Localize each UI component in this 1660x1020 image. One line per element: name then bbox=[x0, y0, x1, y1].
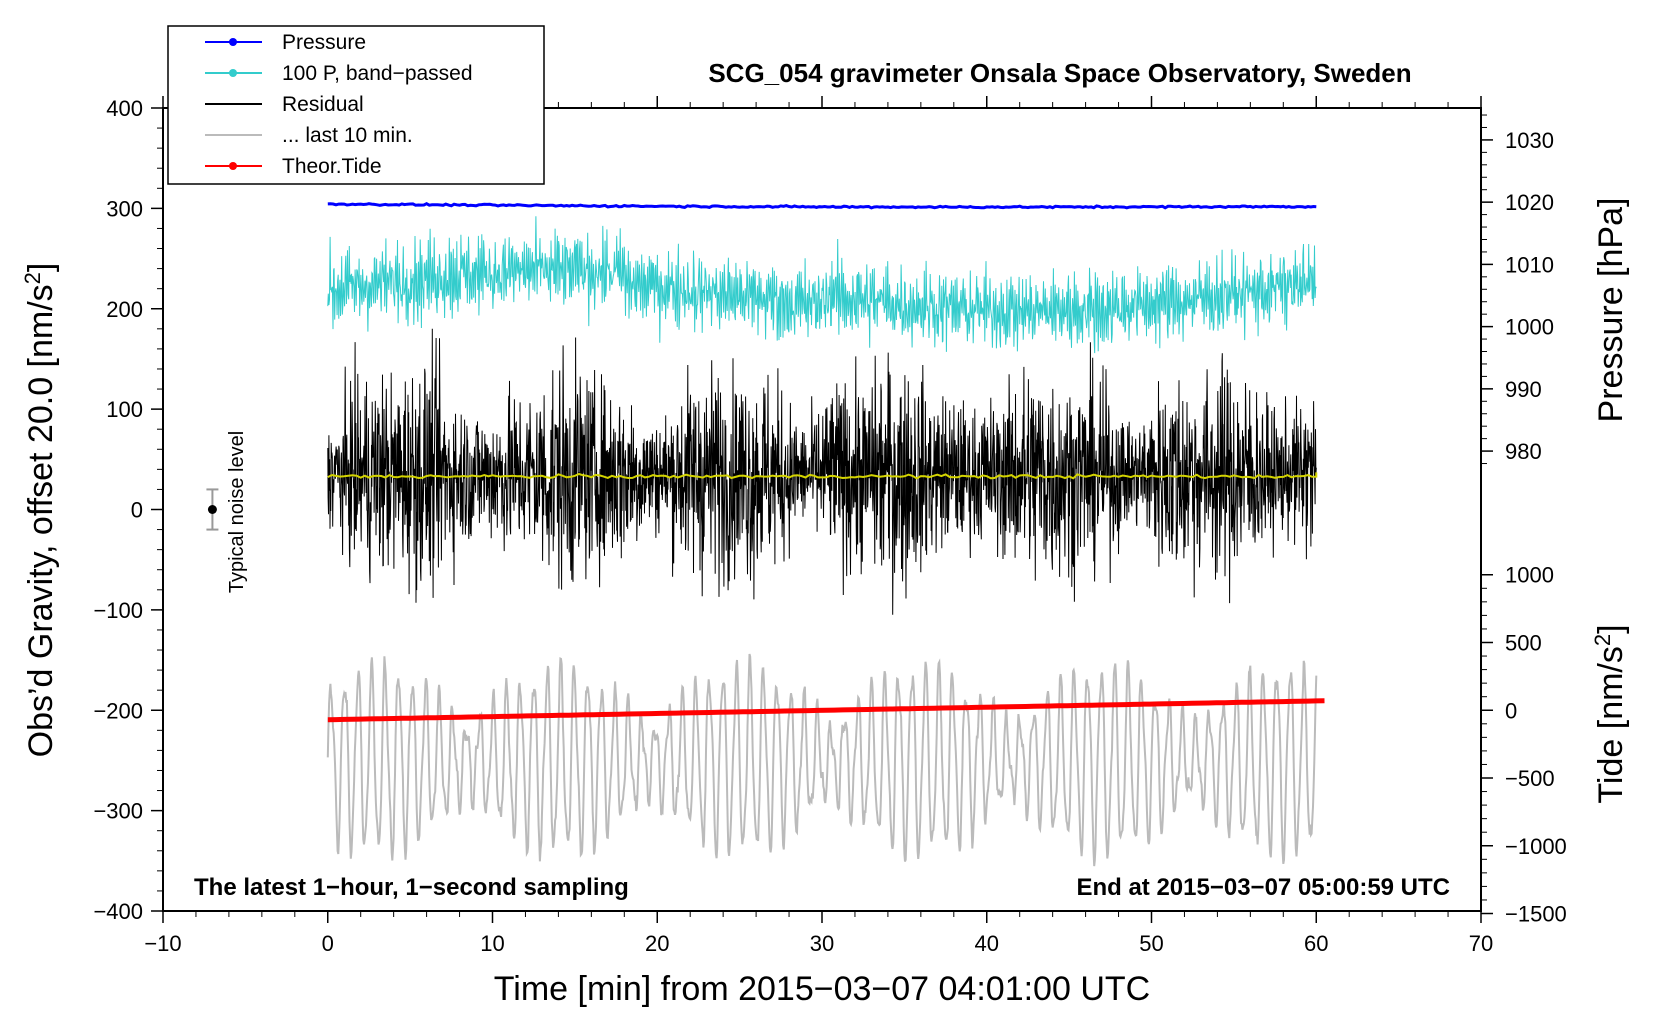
left-axis-title-main: Obs’d Gravity, offset 20.0 [nm/s bbox=[22, 284, 60, 757]
labels-layer: SCG_054 gravimeter Onsala Space Observat… bbox=[20, 58, 1630, 1008]
pressure-axis-title: Pressure [hPa] bbox=[1592, 198, 1630, 423]
x-tick-label: 0 bbox=[322, 931, 334, 956]
legend-marker bbox=[229, 38, 237, 46]
pressure-tick-label: 1030 bbox=[1505, 128, 1554, 153]
y-left-tick-label: 0 bbox=[131, 498, 143, 523]
pressure-tick-label: 980 bbox=[1505, 439, 1542, 464]
note-right: End at 2015−03−07 05:00:59 UTC bbox=[1076, 874, 1450, 901]
y-left-tick-label: −300 bbox=[93, 799, 143, 824]
tide-tick-label: 500 bbox=[1505, 630, 1542, 655]
x-tick-label: 30 bbox=[810, 931, 834, 956]
y-left-tick-label: −100 bbox=[93, 598, 143, 623]
axes-layer: −10 0 10 20 30 40 50 60 704003002001000−100−200−… bbox=[93, 96, 1567, 956]
y-left-tick-label: −200 bbox=[93, 698, 143, 723]
last10-line bbox=[326, 653, 1318, 867]
tide-axis-title-main: Tide [nm/s bbox=[1592, 646, 1630, 803]
pressure-tick-label: 1010 bbox=[1505, 252, 1554, 277]
noise-level-point bbox=[207, 505, 217, 514]
legend-marker bbox=[229, 69, 237, 77]
x-tick-label: 20 bbox=[645, 931, 669, 956]
pressure-tick-label: 1000 bbox=[1505, 315, 1554, 340]
legend-label: 100 P, band−passed bbox=[282, 62, 473, 85]
legend-marker bbox=[229, 162, 237, 170]
legend-label: Pressure bbox=[282, 31, 366, 54]
tide-tick-label: 1000 bbox=[1505, 563, 1554, 588]
y-left-tick-label: −400 bbox=[93, 899, 143, 924]
tide-axis-title: Tide [nm/s2] bbox=[1590, 624, 1630, 803]
pressure-tick-label: 990 bbox=[1505, 377, 1542, 402]
x-tick-label: 60 bbox=[1304, 931, 1328, 956]
left-axis-title-close: ] bbox=[22, 263, 60, 272]
tide-tick-label: −1000 bbox=[1505, 834, 1567, 859]
bandpassed-line bbox=[327, 216, 1317, 354]
y-left-tick-label: 100 bbox=[106, 397, 143, 422]
chart-title: SCG_054 gravimeter Onsala Space Observat… bbox=[708, 58, 1411, 88]
tide-tick-label: −500 bbox=[1505, 766, 1555, 791]
x-tick-label: −10 bbox=[144, 931, 181, 956]
pressure-tick-label: 1020 bbox=[1505, 190, 1554, 215]
tide-axis-title-close: ] bbox=[1592, 624, 1630, 633]
y-left-tick-label: 300 bbox=[106, 196, 143, 221]
legend-label: Theor.Tide bbox=[282, 155, 382, 178]
residual-mean-line bbox=[327, 472, 1318, 480]
legend-label: Residual bbox=[282, 93, 364, 116]
legend: Pressure 100 P, band−passed Residual ... la… bbox=[167, 25, 545, 185]
y-left-tick-label: 400 bbox=[106, 96, 143, 121]
tide-line bbox=[327, 698, 1325, 723]
x-tick-label: 70 bbox=[1469, 931, 1493, 956]
legend-label: ... last 10 min. bbox=[282, 124, 413, 147]
series-layer bbox=[326, 202, 1325, 867]
x-tick-label: 50 bbox=[1139, 931, 1163, 956]
note-left: The latest 1−hour, 1−second sampling bbox=[194, 874, 629, 901]
pressure-line bbox=[327, 202, 1317, 210]
left-axis-title: Obs’d Gravity, offset 20.0 [nm/s2] bbox=[20, 263, 60, 758]
left-axis-title-sup: 2 bbox=[20, 272, 45, 284]
y-left-tick-label: 200 bbox=[106, 297, 143, 322]
x-axis-title: Time [min] from 2015−03−07 04:01:00 UTC bbox=[494, 970, 1150, 1008]
tide-tick-label: −1500 bbox=[1505, 902, 1567, 927]
tide-tick-label: 0 bbox=[1505, 698, 1517, 723]
x-tick-label: 40 bbox=[975, 931, 999, 956]
x-tick-label: 10 bbox=[480, 931, 504, 956]
residual-line bbox=[327, 328, 1317, 615]
noise-level-label: Typical noise level bbox=[226, 431, 248, 593]
tide-axis-title-sup: 2 bbox=[1590, 634, 1615, 646]
